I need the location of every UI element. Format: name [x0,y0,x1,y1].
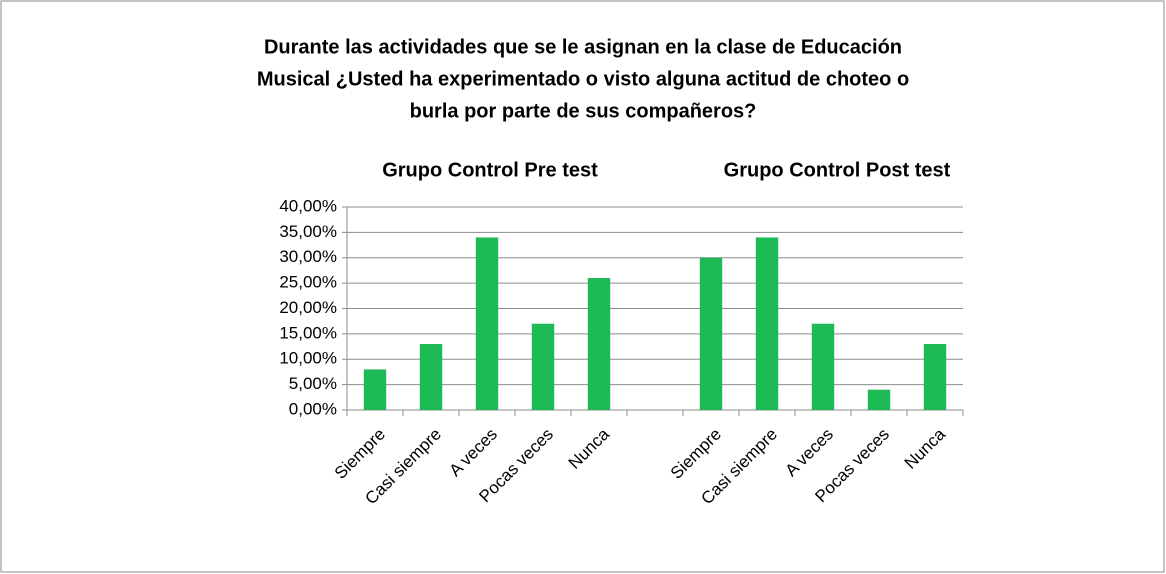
bar [587,278,611,410]
chart-title: burla por parte de sus compañeros? [410,100,757,122]
bar [419,344,443,410]
group-heading: Grupo Control Pre test [382,159,598,181]
y-tick-label: 40,00% [279,196,337,215]
y-tick-label: 15,00% [279,323,337,342]
y-tick-label: 10,00% [279,349,337,368]
y-tick-label: 0,00% [289,399,337,418]
y-tick-label: 25,00% [279,273,337,292]
y-tick-label: 20,00% [279,298,337,317]
y-tick-label: 35,00% [279,222,337,241]
chart-title: Musical ¿Usted ha experimentado o visto … [257,68,909,90]
bar [923,344,947,410]
bar [363,369,387,410]
bar [699,257,723,410]
bar [867,389,891,410]
bar [531,323,555,410]
bar [811,323,835,410]
chart-title: Durante las actividades que se le asigna… [264,36,902,58]
bar [475,237,499,410]
y-tick-label: 30,00% [279,247,337,266]
y-tick-label: 5,00% [289,374,337,393]
bar [755,237,779,410]
group-heading: Grupo Control Post test [724,159,951,181]
